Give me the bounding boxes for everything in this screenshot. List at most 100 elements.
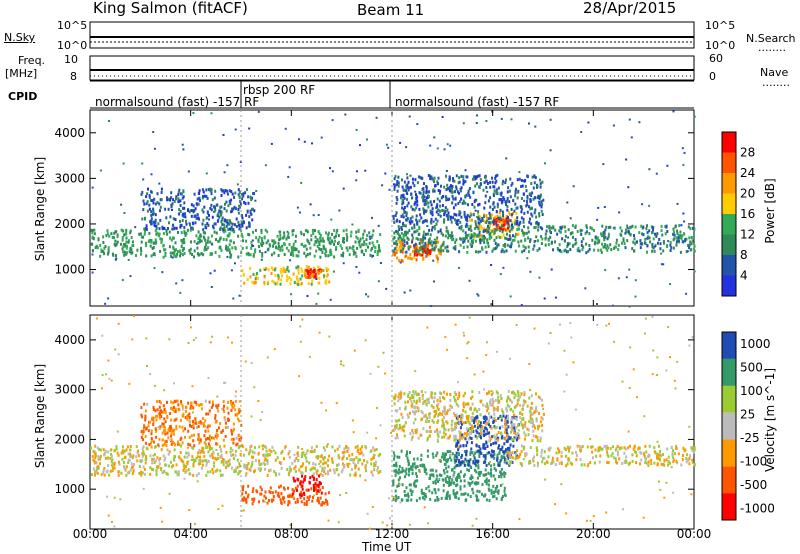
power-cell bbox=[299, 230, 302, 234]
power-cell bbox=[689, 248, 692, 252]
velocity-cell bbox=[310, 467, 313, 471]
power-cell bbox=[476, 182, 478, 186]
velocity-cell bbox=[150, 441, 152, 445]
velocity-cell bbox=[453, 411, 455, 415]
velocity-cell bbox=[216, 406, 219, 410]
power-cell bbox=[317, 268, 320, 272]
power-cell bbox=[487, 230, 490, 234]
velocity-cell bbox=[404, 421, 407, 425]
power-cell bbox=[455, 213, 458, 217]
power-cell bbox=[335, 246, 338, 249]
power-cell bbox=[398, 247, 400, 251]
velocity-cell bbox=[475, 481, 478, 485]
velocity-cell bbox=[359, 474, 362, 478]
velocity-cell bbox=[252, 499, 255, 503]
velocity-cell bbox=[162, 410, 165, 414]
power-cell bbox=[397, 225, 400, 229]
velocity-cell bbox=[502, 414, 505, 418]
velocity-cell bbox=[205, 412, 208, 416]
velocity-cell bbox=[465, 421, 468, 424]
velocity-cell bbox=[126, 445, 129, 449]
velocity-cell bbox=[488, 435, 491, 439]
velocity-cell bbox=[218, 426, 220, 430]
velocity-cell bbox=[458, 438, 461, 442]
power-cell bbox=[505, 178, 507, 182]
power-cell bbox=[499, 192, 502, 196]
power-cell bbox=[232, 229, 235, 233]
power-cell bbox=[470, 245, 473, 248]
power-cell bbox=[467, 239, 470, 243]
velocity-cell bbox=[174, 410, 177, 413]
power-cell bbox=[245, 252, 248, 256]
power-cell bbox=[155, 224, 158, 228]
power-cell bbox=[223, 223, 226, 227]
power-noise-cell bbox=[603, 206, 606, 208]
velocity-cell bbox=[132, 469, 135, 473]
velocity-cell bbox=[172, 464, 175, 468]
velocity-cell bbox=[467, 493, 470, 497]
velocity-cell bbox=[650, 458, 653, 462]
velocity-cell bbox=[324, 492, 327, 496]
power-noise-cell bbox=[653, 245, 656, 248]
velocity-cell bbox=[217, 403, 220, 407]
velocity-cell bbox=[540, 451, 543, 455]
velocity-cell bbox=[224, 426, 227, 429]
power-cell bbox=[214, 251, 217, 254]
velocity-cell bbox=[478, 455, 481, 458]
power-cell bbox=[240, 192, 243, 196]
power-cell bbox=[449, 217, 452, 221]
power-cell bbox=[477, 210, 480, 214]
velocity-cell bbox=[686, 458, 689, 462]
power-cell bbox=[238, 195, 241, 199]
power-noise-cell bbox=[329, 298, 332, 301]
velocity-cell bbox=[303, 491, 305, 495]
velocity-cell bbox=[414, 417, 417, 421]
velocity-cell bbox=[451, 468, 453, 472]
velocity-cell bbox=[97, 455, 100, 459]
velocity-cell bbox=[156, 414, 159, 418]
velocity-cell bbox=[294, 500, 297, 504]
velocity-cell bbox=[299, 496, 302, 500]
power-cell bbox=[415, 218, 418, 222]
velocity-cell bbox=[670, 445, 673, 449]
power-cell bbox=[151, 247, 154, 250]
velocity-cell bbox=[238, 419, 241, 423]
power-noise-cell bbox=[399, 261, 402, 264]
velocity-cell bbox=[404, 493, 406, 497]
power-cell bbox=[247, 201, 250, 205]
velocity-cell bbox=[620, 446, 623, 450]
power-noise-cell bbox=[638, 121, 641, 124]
power-cell bbox=[220, 194, 223, 197]
power-cell bbox=[416, 229, 419, 233]
power-cell bbox=[237, 255, 240, 259]
power-cell bbox=[190, 226, 193, 230]
velocity-cell bbox=[288, 455, 291, 459]
power-cell bbox=[277, 241, 280, 245]
power-cell bbox=[407, 186, 410, 190]
velocity-cell bbox=[397, 471, 400, 475]
power-cell bbox=[376, 250, 379, 254]
velocity-cell bbox=[497, 431, 500, 434]
velocity-cell bbox=[436, 438, 439, 442]
power-cell bbox=[303, 251, 306, 255]
power-cell bbox=[273, 251, 276, 255]
power-cell bbox=[593, 229, 595, 232]
velocity-cell bbox=[583, 463, 586, 467]
velocity-cell bbox=[192, 439, 195, 443]
velocity-cell bbox=[364, 466, 367, 470]
velocity-cell bbox=[232, 457, 235, 460]
velocity-cell bbox=[505, 431, 508, 435]
power-cell bbox=[532, 197, 535, 201]
velocity-cell bbox=[499, 448, 502, 451]
power-cell bbox=[314, 275, 317, 279]
velocity-cell bbox=[502, 455, 505, 459]
power-cell bbox=[314, 272, 317, 276]
power-cell bbox=[150, 190, 152, 194]
velocity-cell bbox=[357, 458, 360, 462]
power-cell bbox=[366, 234, 369, 237]
power-cell bbox=[415, 193, 417, 197]
velocity-cell bbox=[513, 436, 516, 440]
power-cell bbox=[172, 223, 175, 227]
power-cell bbox=[666, 245, 669, 249]
power-cell bbox=[434, 243, 437, 247]
